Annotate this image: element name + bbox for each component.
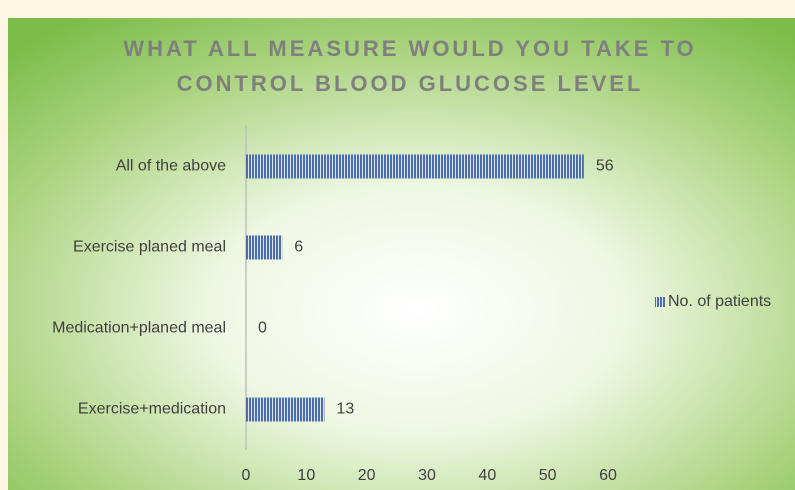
data-label: 56: [596, 158, 614, 175]
top-strip: [0, 0, 795, 18]
y-tick-label: Exercise+medication: [78, 401, 226, 418]
legend-swatch: [655, 297, 665, 307]
x-tick-label: 10: [297, 467, 315, 484]
x-tick-label: 30: [418, 467, 436, 484]
y-tick-label: Exercise planed meal: [73, 239, 226, 256]
chart-title: WHAT ALL MEASURE WOULD YOU TAKE TO: [123, 36, 696, 61]
legend-label: No. of patients: [668, 293, 771, 310]
bar: [246, 235, 283, 260]
x-tick-label: 60: [599, 467, 617, 484]
bar: [246, 154, 584, 179]
y-tick-label: All of the above: [116, 158, 226, 175]
data-label: 6: [294, 239, 303, 256]
data-label: 13: [336, 401, 354, 418]
x-tick-label: 0: [242, 467, 251, 484]
chart-title: CONTROL BLOOD GLUCOSE LEVEL: [177, 71, 644, 96]
bar: [246, 397, 325, 422]
data-label: 0: [258, 320, 267, 337]
y-tick-label: Medication+planed meal: [52, 320, 226, 337]
x-tick-label: 20: [358, 467, 376, 484]
x-tick-label: 50: [539, 467, 557, 484]
x-tick-label: 40: [478, 467, 496, 484]
chart-background: [8, 18, 795, 490]
